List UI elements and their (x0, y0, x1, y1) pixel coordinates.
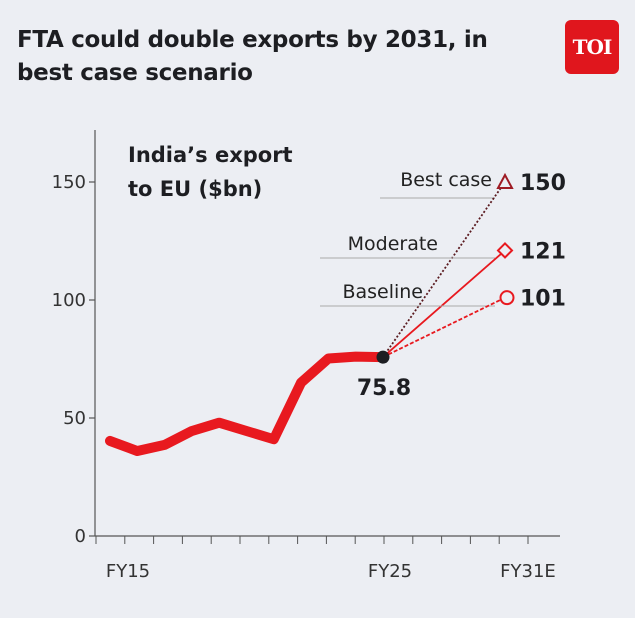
y-tick-label: 50 (63, 408, 86, 429)
scenario-label: Baseline (342, 281, 423, 303)
x-tick-label: FY15 (106, 561, 150, 582)
scenario-label: Moderate (348, 233, 438, 255)
projection-value-label: 150 (520, 171, 566, 196)
last-value-label: 75.8 (357, 376, 411, 401)
projection-value-label: 101 (520, 287, 566, 312)
projection-line-diamond (382, 249, 506, 358)
last-point-dot (376, 350, 390, 364)
chart-label-line2: to EU ($bn) (128, 177, 262, 201)
y-tick-label: 0 (75, 526, 86, 547)
scenario-label: Best case (400, 169, 492, 191)
chart-title: FTA could double exports by 2031, in bes… (17, 27, 488, 86)
projection-line-triangle (382, 181, 506, 358)
x-tick-label: FY25 (368, 561, 412, 582)
export-line (105, 351, 388, 457)
circle-marker (499, 290, 515, 306)
y-tick-label: 100 (52, 290, 86, 311)
projection-line-circle (382, 296, 506, 358)
x-tick-label: FY31E (500, 561, 556, 582)
diamond-marker (496, 242, 514, 259)
y-tick-label: 150 (52, 172, 86, 193)
chart-label-line1: India’s export (128, 143, 293, 167)
projection-value-label: 121 (520, 239, 566, 264)
toi-logo: TOI (565, 20, 619, 74)
triangle-marker (496, 172, 514, 189)
